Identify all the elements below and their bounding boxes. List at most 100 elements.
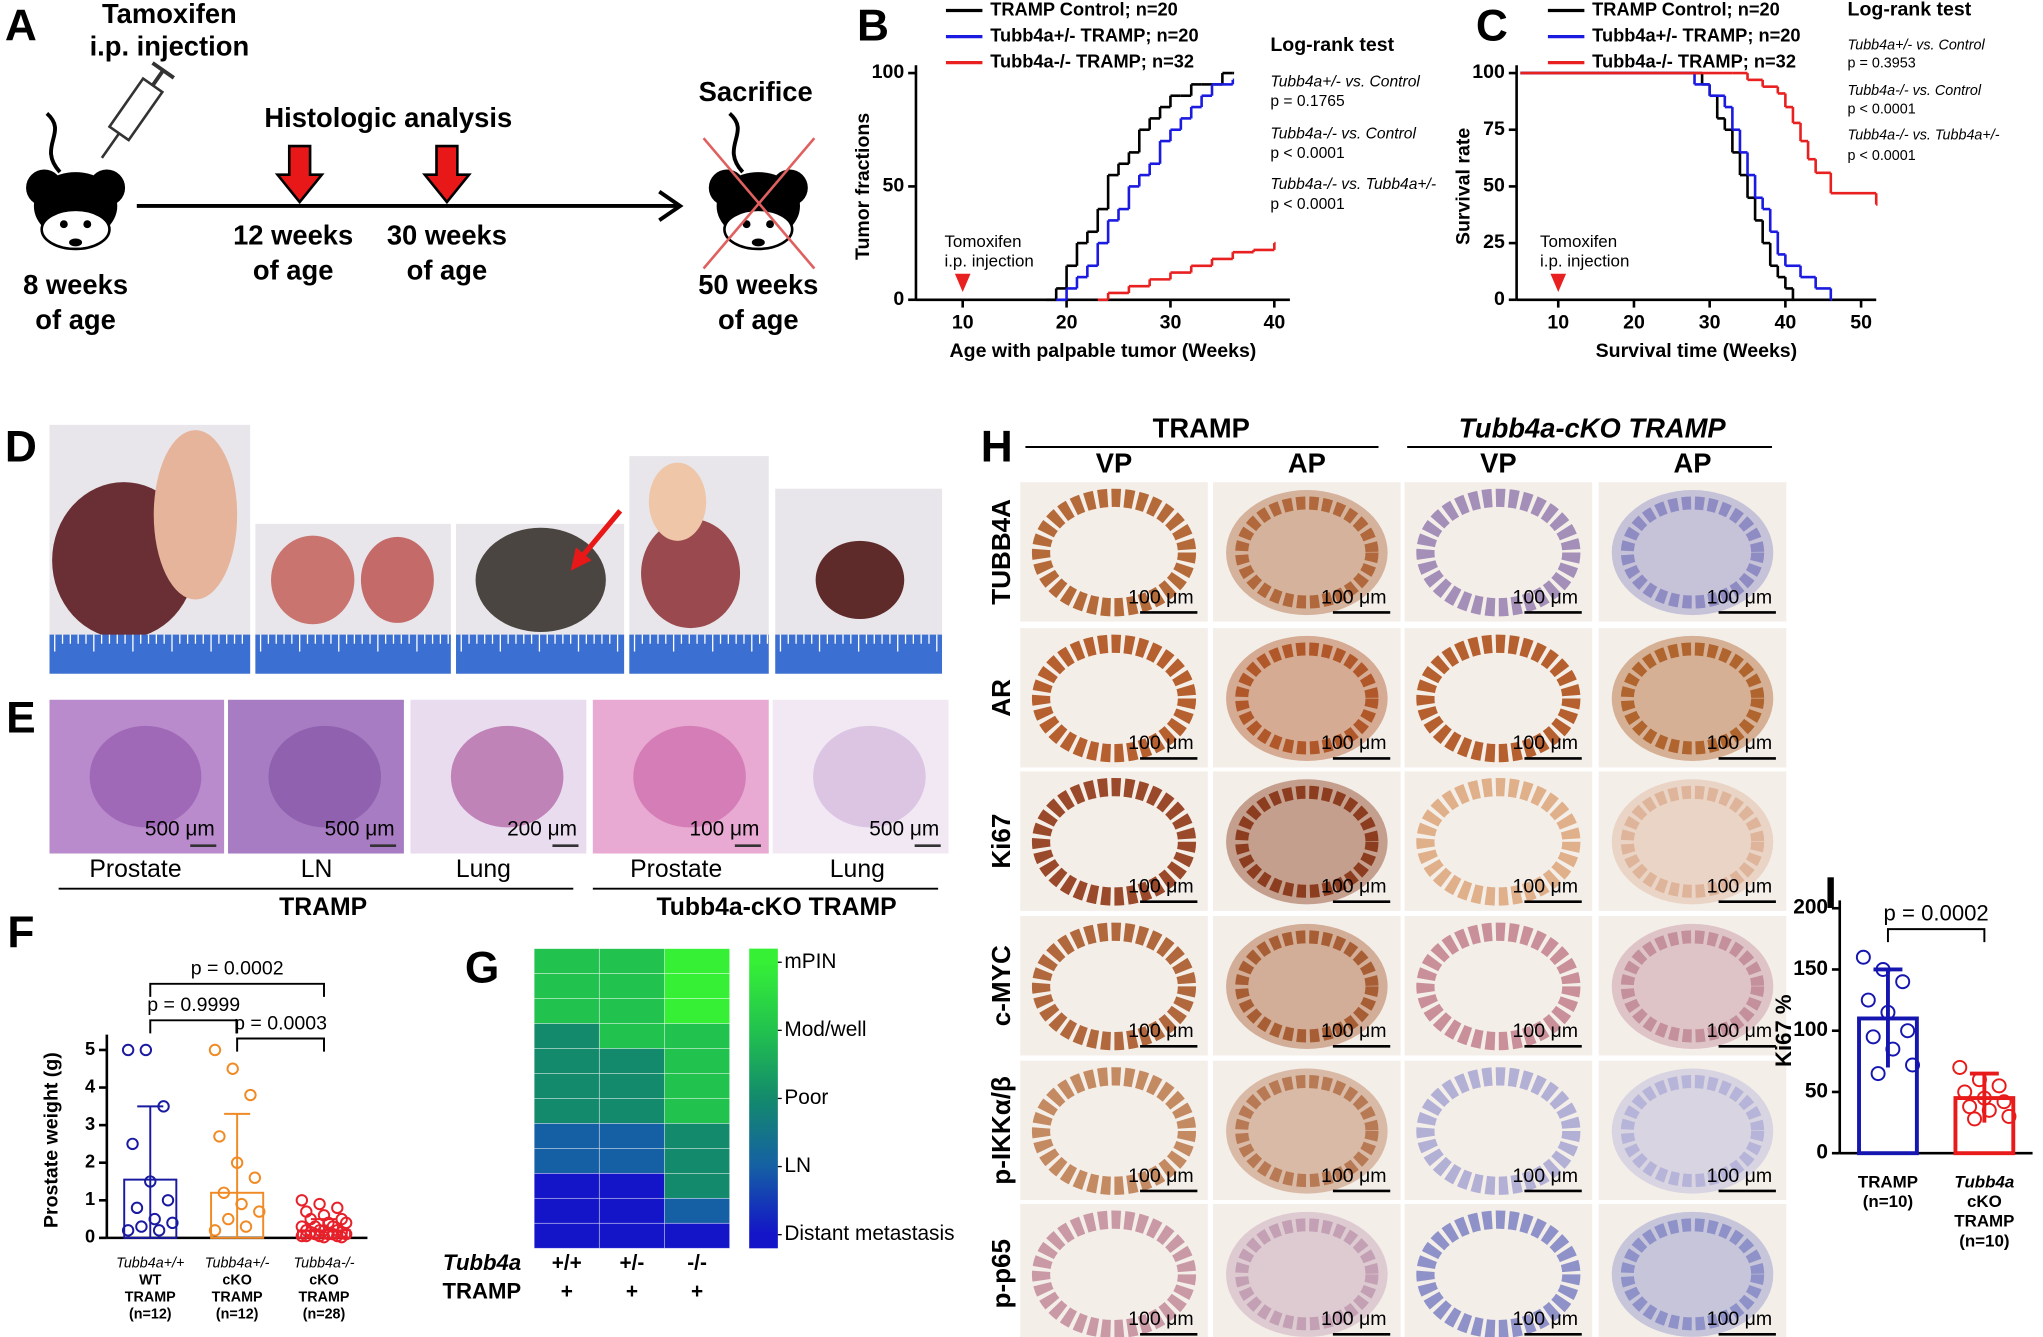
tissue-epithelium — [1416, 777, 1581, 906]
data-point — [248, 1171, 262, 1184]
y-tick-label: 75 — [1483, 118, 1505, 140]
data-point — [317, 1230, 331, 1244]
x-tick-label: 10 — [952, 311, 974, 333]
tissue-epithelium — [1235, 785, 1379, 898]
significance-bracket — [1886, 928, 1986, 943]
tissue-label: LN — [301, 856, 333, 883]
heatmap-cell — [664, 1222, 731, 1249]
p-value-label: p = 0.0003 — [234, 1012, 327, 1034]
heatmap-cell — [598, 1172, 665, 1199]
x-tick-label: cKO — [222, 1273, 251, 1289]
tissue-section — [633, 725, 746, 828]
scale-bar-label: 100 μm — [1513, 586, 1579, 608]
significance-bracket — [149, 982, 325, 997]
ruler — [629, 634, 769, 674]
scale-bar-label: 100 μm — [1707, 1020, 1773, 1042]
data-point — [213, 1130, 226, 1143]
scale-bar-label: 100 μm — [1513, 1308, 1579, 1330]
scale-bar-label: 100 μm — [1513, 732, 1579, 754]
colorbar — [749, 948, 778, 1249]
x-tick-label: 20 — [1623, 311, 1645, 333]
data-point — [300, 1229, 313, 1243]
mouse-eye — [742, 220, 751, 229]
scale-bar-label: 100 μm — [1128, 1165, 1194, 1187]
group-label: Tubb4a-cKO TRAMP — [1459, 412, 1727, 443]
data-point — [226, 1062, 239, 1075]
y-tick-label: 0 — [85, 1226, 95, 1247]
column-label: + — [626, 1280, 638, 1303]
panel-letter: B — [857, 1, 889, 50]
y-tick-label: 5 — [85, 1038, 95, 1059]
y-tick-label: 0 — [1494, 288, 1505, 310]
annotation-line: Tubb4a+/- vs. Control — [1848, 37, 1986, 53]
heatmap-cell — [533, 1023, 600, 1049]
scale-bar-label: 500 μm — [325, 818, 395, 841]
p-value-label: p = 0.0002 — [1884, 901, 1989, 926]
data-point — [157, 1100, 170, 1113]
heatmap-cell — [664, 1148, 731, 1174]
annotation-title: Log-rank test — [1848, 0, 1972, 21]
heatmap-cell — [533, 1148, 600, 1174]
data-point — [295, 1229, 309, 1243]
y-axis-label: Tumor fractions — [852, 113, 874, 260]
data-point — [152, 1224, 166, 1237]
ruler — [49, 634, 251, 674]
tissue-epithelium — [1620, 1075, 1765, 1188]
annotation-line: p < 0.0001 — [1270, 145, 1344, 162]
scale-bar-label: 100 μm — [1321, 1165, 1387, 1187]
y-tick-label: 100 — [1793, 1018, 1828, 1041]
y-tick-label: 0 — [1816, 1141, 1828, 1164]
data-point — [313, 1197, 326, 1211]
scale-bar-label: 100 μm — [1707, 586, 1773, 608]
data-point — [230, 1156, 244, 1169]
x-tick-label: TRAMP — [299, 1290, 350, 1306]
x-tick-label: TRAMP — [125, 1290, 176, 1306]
data-point — [222, 1212, 235, 1226]
heatmap-cell — [664, 948, 731, 974]
scale-bar-label: 100 μm — [1128, 876, 1194, 898]
pointer-arrowhead — [570, 547, 592, 571]
annotation-line: p < 0.0001 — [1848, 101, 1916, 117]
x-tick-label: Tubb4a+/+ — [116, 1256, 184, 1272]
mouse-nose — [751, 238, 765, 247]
tissue-label: Prostate — [89, 856, 181, 883]
data-point — [135, 1220, 148, 1233]
event-label: i.p. injection — [1540, 251, 1629, 270]
tissue-section — [89, 725, 202, 828]
scale-bar-label: 100 μm — [1707, 876, 1773, 898]
heatmap-cell — [664, 1048, 731, 1074]
heatmap-cell — [533, 1172, 600, 1199]
annotation-line: p = 0.1765 — [1270, 93, 1345, 110]
legend-label: Tubb4a-/- TRAMP; n=32 — [1592, 50, 1796, 71]
heatmap-cell — [533, 1123, 600, 1149]
tissue-section — [813, 725, 926, 828]
event-marker — [954, 273, 971, 292]
data-point — [295, 1194, 309, 1207]
data-point — [235, 1197, 248, 1211]
ruler — [255, 634, 451, 674]
annotation-title: Log-rank test — [1270, 34, 1394, 56]
heatmap-cell — [664, 1098, 731, 1124]
group-label: TRAMP — [1153, 412, 1250, 443]
p-value-label: p = 0.9999 — [147, 994, 240, 1016]
annotation-line: Tubb4a-/- vs. Tubb4a+/- — [1270, 176, 1436, 193]
y-tick-label: 100 — [1472, 61, 1505, 83]
group-label: TRAMP — [279, 894, 367, 921]
panel-letter: C — [1476, 1, 1508, 50]
significance-bracket — [236, 1037, 325, 1052]
data-point — [121, 1043, 135, 1057]
data-point — [126, 1137, 139, 1151]
data-point — [1875, 961, 1891, 977]
sacrifice-label: Sacrifice — [699, 76, 813, 107]
scale-bar-label: 200 μm — [507, 818, 577, 841]
data-point — [161, 1194, 175, 1207]
column-label: +/- — [619, 1251, 644, 1274]
x-tick-label: TRAMP — [212, 1290, 263, 1306]
scale-bar-label: 100 μm — [1513, 1165, 1579, 1187]
row-label: TRAMP — [443, 1278, 522, 1303]
row-label: c-MYC — [986, 945, 1016, 1026]
heatmap-cell — [598, 1123, 665, 1149]
data-point — [166, 1216, 179, 1230]
x-tick-label: (n=10) — [1959, 1231, 2009, 1250]
legend-label: Tubb4a-/- TRAMP; n=32 — [990, 50, 1194, 71]
